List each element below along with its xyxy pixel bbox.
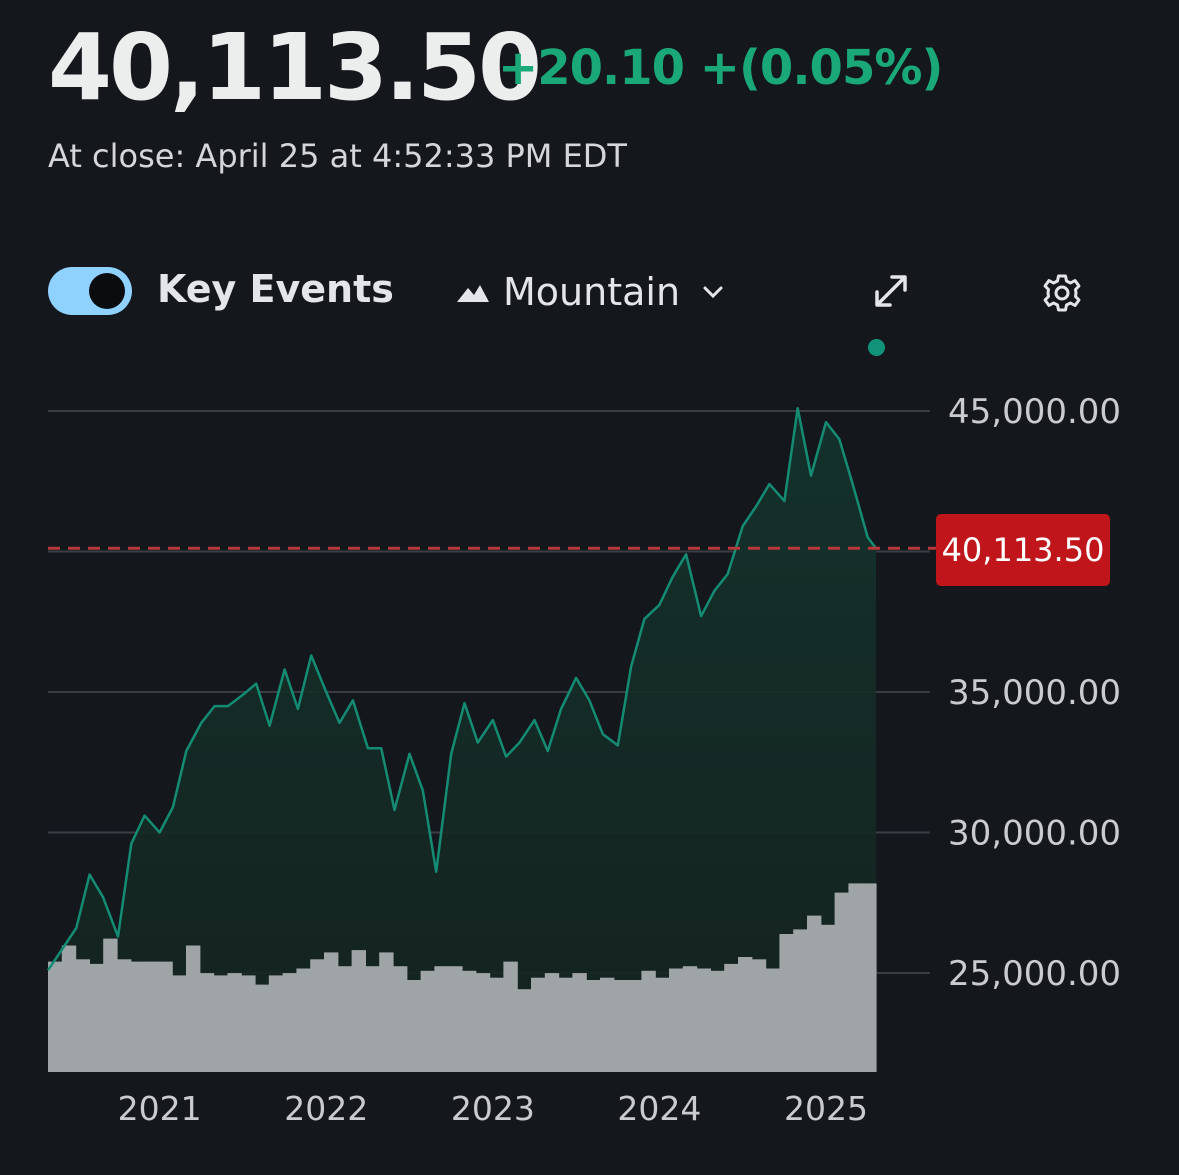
volume-bar <box>351 950 366 1072</box>
volume-bar <box>186 945 201 1072</box>
chevron-down-icon <box>703 286 723 299</box>
volume-bar <box>296 968 311 1072</box>
volume-bar <box>48 961 63 1072</box>
volume-bar <box>448 966 463 1072</box>
volume-bar <box>89 963 104 1072</box>
mountain-icon <box>457 285 489 302</box>
chart-toolbar: Key Events Mountain <box>0 260 1179 324</box>
volume-bar <box>862 883 877 1072</box>
volume-bar <box>393 966 408 1072</box>
volume-bar <box>406 980 422 1072</box>
x-tick-label: 2022 <box>284 1089 368 1128</box>
volume-bar <box>586 980 601 1072</box>
key-events-toggle[interactable] <box>48 267 132 315</box>
close-timestamp: At close: April 25 at 4:52:33 PM EDT <box>48 137 627 175</box>
key-events-label: Key Events <box>157 267 394 311</box>
volume-bar <box>199 973 215 1072</box>
volume-bar <box>531 977 546 1072</box>
quote-change: +20.10 +(0.05%) <box>498 40 943 96</box>
volume-bar <box>172 975 187 1072</box>
volume-bar <box>848 883 863 1072</box>
volume-bar <box>779 934 794 1072</box>
volume-bar <box>807 915 822 1072</box>
volume-bar <box>738 957 753 1072</box>
volume-bar <box>255 984 270 1072</box>
y-tick-label: 35,000.00 <box>948 673 1121 713</box>
volume-bar <box>669 968 684 1072</box>
x-tick-label: 2025 <box>784 1089 868 1128</box>
price-chart: 45,000.00 35,000.00 30,000.00 25,000.00 2021… <box>46 392 1121 1128</box>
volume-bar <box>241 975 256 1072</box>
volume-bar <box>503 961 518 1072</box>
price-line <box>46 406 877 971</box>
volume-bar <box>793 929 808 1072</box>
volume-bar <box>379 952 394 1072</box>
chart-type-label: Mountain <box>503 270 681 314</box>
volume-bar <box>268 975 284 1072</box>
key-event-marker[interactable] <box>868 339 885 356</box>
volume-bar <box>572 973 587 1072</box>
current-price-tag: 40,113.50 <box>936 514 1110 586</box>
volume-bar <box>158 961 173 1072</box>
volume-bar <box>655 977 670 1072</box>
volume-bar <box>61 945 77 1072</box>
volume-bar <box>600 977 615 1072</box>
volume-bar <box>434 966 449 1072</box>
volume-bar <box>627 980 642 1072</box>
volume-bar <box>337 966 353 1072</box>
x-tick-label: 2024 <box>617 1089 701 1128</box>
volume-bar <box>462 970 477 1072</box>
volume-bar <box>103 938 118 1072</box>
chart-type-dropdown[interactable]: Mountain <box>455 260 724 324</box>
volume-bar <box>310 959 325 1072</box>
x-tick-label: 2023 <box>451 1089 535 1128</box>
volume-bar <box>489 977 504 1072</box>
volume-bar <box>765 968 780 1072</box>
volume-bar <box>710 970 725 1072</box>
volume-bar <box>420 970 435 1072</box>
volume-bar <box>696 968 711 1072</box>
volume-bar <box>724 963 739 1072</box>
gear-icon[interactable] <box>1041 272 1083 314</box>
volume-bar <box>682 966 698 1072</box>
volume-bar <box>144 961 159 1072</box>
volume-bar <box>641 970 656 1072</box>
expand-icon[interactable] <box>872 272 910 310</box>
volume-bar <box>75 959 90 1072</box>
volume-bar <box>213 975 228 1072</box>
volume-bar <box>558 977 573 1072</box>
volume-bar <box>324 952 339 1072</box>
volume-bar <box>613 980 629 1072</box>
volume-bar <box>834 892 849 1072</box>
y-tick-label: 45,000.00 <box>948 392 1121 432</box>
x-tick-label: 2021 <box>118 1089 202 1128</box>
volume-bar <box>544 973 560 1072</box>
toggle-knob <box>89 273 125 309</box>
volume-bar <box>475 973 491 1072</box>
volume-bar <box>227 973 242 1072</box>
volume-bar <box>130 961 146 1072</box>
volume-bar <box>282 973 297 1072</box>
quote-price: 40,113.50 <box>48 14 542 121</box>
volume-bar <box>517 989 532 1072</box>
price-area <box>48 408 876 1072</box>
y-tick-label: 25,000.00 <box>948 954 1121 994</box>
volume-bar <box>751 959 767 1072</box>
y-tick-label: 30,000.00 <box>948 814 1121 854</box>
volume-bar <box>117 959 132 1072</box>
volume-bar <box>365 966 380 1072</box>
volume-bar <box>820 924 836 1072</box>
